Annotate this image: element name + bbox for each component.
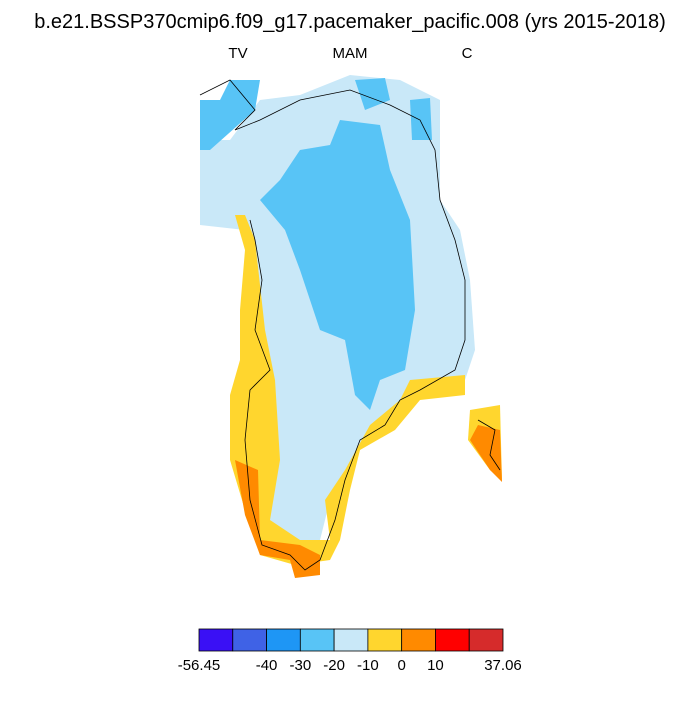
- colorbar-box: [468, 628, 504, 652]
- panel-label-center: MAM: [333, 45, 368, 62]
- panel-label-left: TV: [228, 45, 247, 62]
- colorbar-box: [232, 628, 267, 652]
- colorbar-box: [198, 628, 234, 652]
- panel-label-right: C: [462, 45, 473, 62]
- colorbar-label: 37.06: [484, 657, 522, 674]
- colorbar-label: -10: [357, 657, 379, 674]
- colorbar-box: [435, 628, 470, 652]
- colorbar-box: [266, 628, 301, 652]
- map: [199, 75, 502, 578]
- region: [470, 425, 502, 482]
- title: b.e21.BSSP370cmip6.f09_g17.pacemaker_pac…: [34, 11, 666, 33]
- colorbar-label: 10: [427, 657, 444, 674]
- colorbar-label: -30: [289, 657, 311, 674]
- region: [260, 120, 415, 410]
- colorbar-box: [367, 628, 403, 652]
- coastline: [199, 79, 501, 571]
- colorbar-label: -56.45: [178, 657, 221, 674]
- colorbar-label: 0: [397, 657, 405, 674]
- colorbar-label: -20: [323, 657, 345, 674]
- colorbar-label: -40: [256, 657, 278, 674]
- colorbar-box: [401, 628, 436, 652]
- colorbar: -56.45 -40 -30 -20 -10 0 10 37.06: [178, 628, 522, 674]
- colorbar-box: [299, 628, 335, 652]
- region: [410, 98, 432, 140]
- colorbar-box: [333, 628, 369, 652]
- region: [235, 460, 320, 578]
